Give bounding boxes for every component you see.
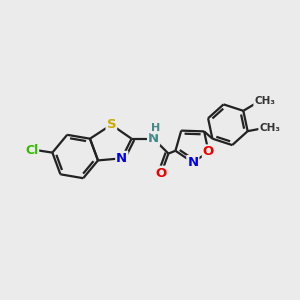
Text: O: O: [156, 167, 167, 180]
Text: H: H: [151, 123, 160, 133]
Text: Cl: Cl: [25, 144, 38, 157]
Text: S: S: [106, 118, 116, 131]
Text: CH₃: CH₃: [259, 123, 280, 133]
Text: O: O: [203, 146, 214, 158]
Text: CH₃: CH₃: [254, 96, 275, 106]
Text: N: N: [148, 132, 159, 145]
Text: N: N: [116, 152, 127, 165]
Text: N: N: [187, 156, 198, 169]
